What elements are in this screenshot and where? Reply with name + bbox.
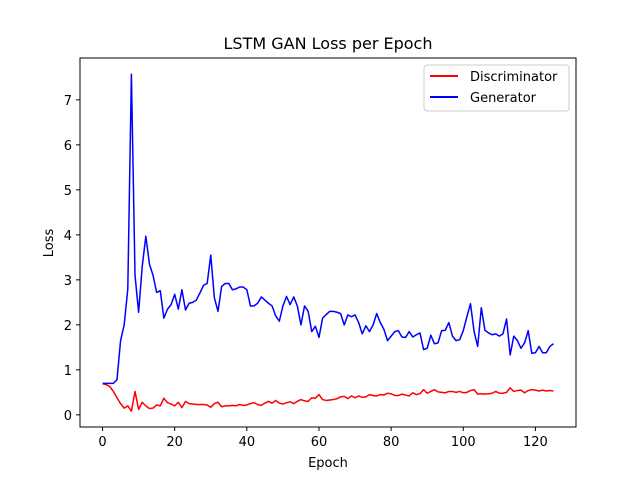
chart-title: LSTM GAN Loss per Epoch <box>224 34 433 53</box>
y-tick-label: 1 <box>64 364 72 379</box>
y-tick-label: 2 <box>64 319 72 334</box>
y-tick-label: 0 <box>64 409 72 424</box>
y-tick-label: 7 <box>64 94 72 109</box>
y-tick-label: 5 <box>64 184 72 199</box>
x-tick-label: 0 <box>98 435 106 450</box>
x-tick-label: 100 <box>451 435 476 450</box>
x-tick-label: 40 <box>239 435 256 450</box>
legend: Discriminator Generator <box>423 64 570 112</box>
legend-box <box>423 64 570 112</box>
y-axis-label: Loss <box>42 229 57 258</box>
x-tick-label: 60 <box>311 435 328 450</box>
x-axis: 0 20 40 60 80 100 120 <box>98 427 548 450</box>
x-tick-label: 20 <box>166 435 183 450</box>
y-tick-label: 6 <box>64 139 72 154</box>
y-axis: 0 1 2 3 4 5 6 7 <box>64 94 80 424</box>
x-axis-label: Epoch <box>308 456 348 471</box>
series-line-discriminator <box>102 383 554 412</box>
legend-discriminator-label: Discriminator <box>470 70 558 85</box>
legend-generator-label: Generator <box>470 91 537 106</box>
plot-area <box>102 73 554 412</box>
series-line-generator <box>102 73 554 385</box>
y-tick-label: 3 <box>64 274 72 289</box>
x-tick-label: 80 <box>383 435 400 450</box>
x-tick-label: 120 <box>523 435 548 450</box>
y-tick-label: 4 <box>64 229 72 244</box>
axes-frame <box>79 57 577 428</box>
